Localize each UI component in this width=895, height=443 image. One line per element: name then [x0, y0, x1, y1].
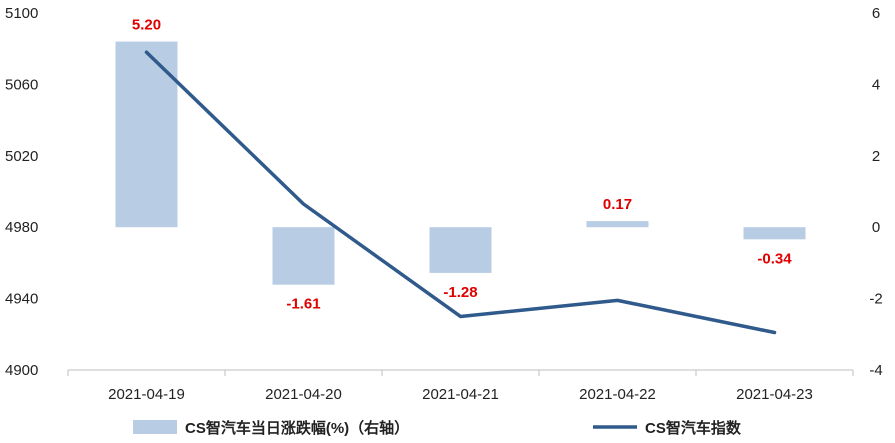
legend-line-label: CS智汽车指数	[645, 419, 742, 437]
x-tick-label: 2021-04-23	[736, 386, 813, 403]
bar	[586, 221, 649, 228]
y-left-tick-label: 4900	[5, 362, 38, 379]
y-left-tick-label: 5060	[5, 76, 38, 93]
y-left-tick-label: 4940	[5, 291, 38, 308]
bar	[429, 227, 492, 273]
bar-data-label: -1.28	[443, 284, 477, 301]
x-tick-label: 2021-04-20	[265, 386, 342, 403]
y-left-tick-label: 5100	[5, 5, 38, 22]
bar	[115, 41, 178, 228]
y-left-tick-label: 5020	[5, 148, 38, 165]
y-right-tick-label: 2	[872, 148, 880, 165]
x-tick-label: 2021-04-21	[422, 386, 499, 403]
x-tick-label: 2021-04-19	[108, 386, 185, 403]
bar-data-label: 0.17	[603, 196, 632, 213]
y-right-tick-label: -4	[869, 362, 882, 379]
legend-bar-swatch	[133, 420, 177, 434]
data-labels: 5.20 -1.61 -1.28 0.17 -0.34	[132, 17, 792, 313]
x-tick-label: 2021-04-22	[579, 386, 656, 403]
bar-data-label: -0.34	[757, 250, 792, 267]
legend: CS智汽车当日涨跌幅(%)（右轴） CS智汽车指数	[133, 419, 742, 437]
y-right-tick-label: 0	[872, 219, 880, 236]
bar-series	[115, 41, 806, 285]
axes: 2021-04-19 2021-04-20 2021-04-21 2021-04-22…	[5, 5, 883, 403]
y-right-tick-label: 6	[872, 5, 880, 22]
line-series	[144, 50, 777, 335]
y-right-tick-label: 4	[872, 76, 880, 93]
legend-bar-label: CS智汽车当日涨跌幅(%)（右轴）	[185, 419, 409, 437]
bar	[272, 227, 335, 285]
bar-data-label: -1.61	[286, 296, 320, 313]
bar-data-label: 5.20	[132, 17, 161, 34]
bar	[743, 227, 806, 240]
index-line	[144, 50, 777, 335]
y-left-tick-label: 4980	[5, 219, 38, 236]
y-right-tick-label: -2	[869, 291, 882, 308]
